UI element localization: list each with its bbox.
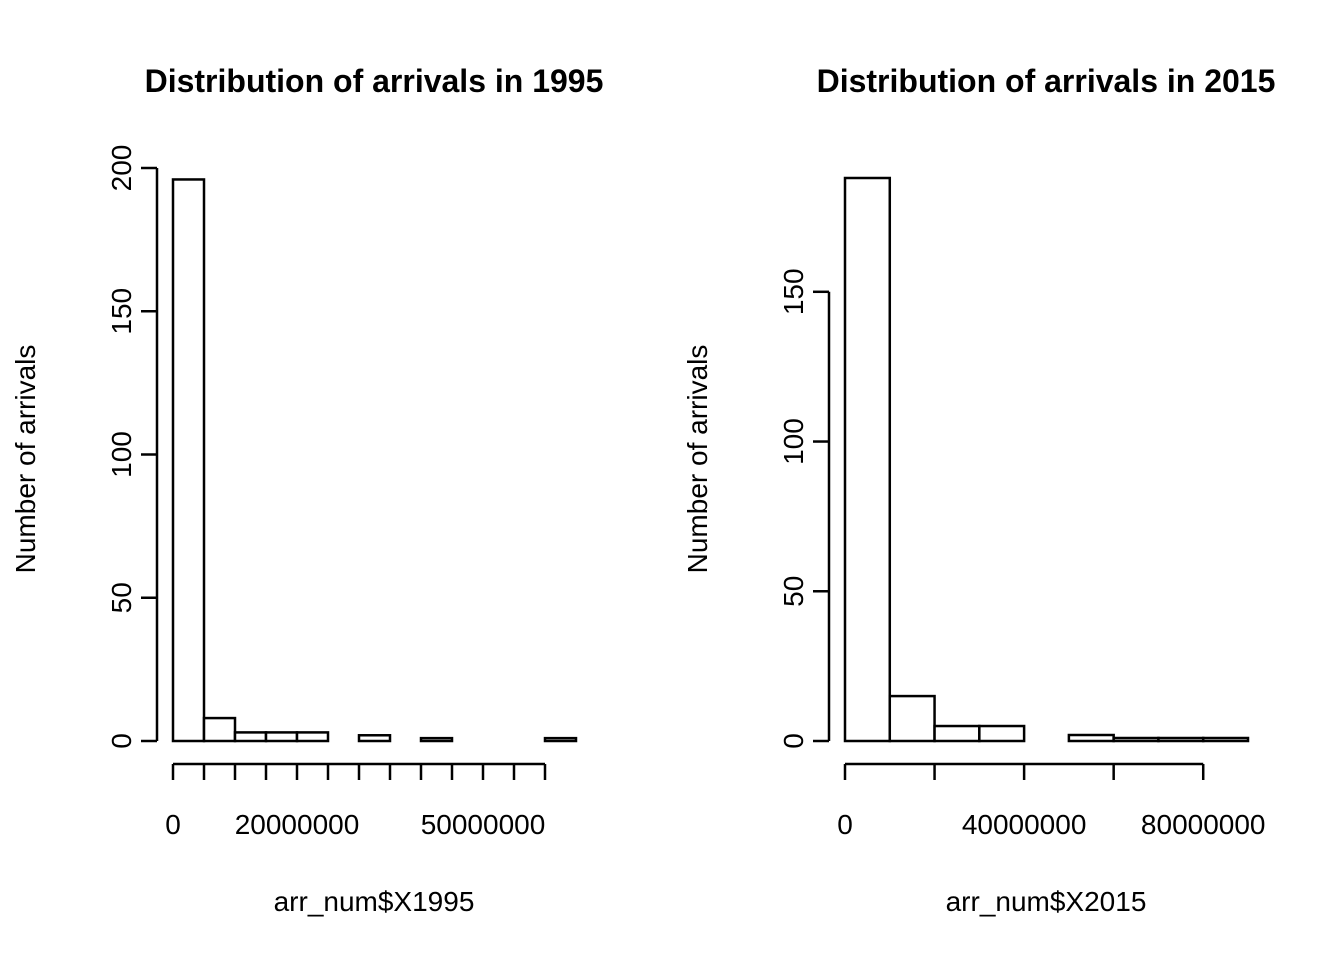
x-tick-label: 0 xyxy=(165,809,181,840)
y-tick-label: 150 xyxy=(106,288,137,335)
histogram-bar xyxy=(1201,736,1250,743)
histogram-bar xyxy=(202,716,237,743)
x-axis: 0 40000000 80000000 xyxy=(837,762,1266,840)
histogram-bar xyxy=(1067,733,1115,743)
y-tick-label: 200 xyxy=(106,145,137,192)
y-tick-label: 150 xyxy=(778,268,809,315)
histogram-bar xyxy=(419,736,454,743)
y-tick-label: 50 xyxy=(778,576,809,607)
histogram-bar xyxy=(888,694,936,743)
histogram-bar xyxy=(1157,736,1205,743)
x-tick-label: 0 xyxy=(837,809,853,840)
x-tick-label: 20000000 xyxy=(235,809,360,840)
bars xyxy=(843,176,1250,743)
histogram-1995: Distribution of arrivals in 1995 Number … xyxy=(10,63,603,917)
x-tick-label: 50000000 xyxy=(421,809,546,840)
histogram-bar xyxy=(933,724,981,743)
x-tick-label: 80000000 xyxy=(1141,809,1266,840)
x-axis: 0 20000000 50000000 xyxy=(165,762,547,840)
x-axis-label: arr_num$X1995 xyxy=(274,886,475,917)
histogram-bar xyxy=(843,176,892,743)
bars xyxy=(171,178,578,743)
histogram-bar xyxy=(357,734,392,743)
y-tick-label: 0 xyxy=(106,733,137,749)
chart-title: Distribution of arrivals in 2015 xyxy=(817,63,1276,99)
histogram-bar xyxy=(978,724,1026,743)
y-axis-label: Number of arrivals xyxy=(682,345,713,574)
y-tick-label: 0 xyxy=(778,733,809,749)
x-tick-label: 40000000 xyxy=(962,809,1087,840)
y-axis: 0 50 100 150 xyxy=(778,268,831,749)
histogram-bar xyxy=(295,731,330,743)
histogram-2015: Distribution of arrivals in 2015 Number … xyxy=(682,63,1275,917)
histogram-bar xyxy=(171,178,206,743)
histogram-bar xyxy=(1112,736,1160,743)
histogram-bar xyxy=(264,731,299,743)
chart-title: Distribution of arrivals in 1995 xyxy=(145,63,604,99)
y-tick-label: 100 xyxy=(778,418,809,465)
y-axis-label: Number of arrivals xyxy=(10,345,41,574)
x-axis-label: arr_num$X2015 xyxy=(946,886,1147,917)
histogram-bar xyxy=(543,736,578,743)
y-tick-label: 100 xyxy=(106,431,137,478)
y-tick-label: 50 xyxy=(106,582,137,613)
y-axis: 0 50 100 150 200 xyxy=(106,145,159,749)
histogram-bar xyxy=(233,731,268,743)
